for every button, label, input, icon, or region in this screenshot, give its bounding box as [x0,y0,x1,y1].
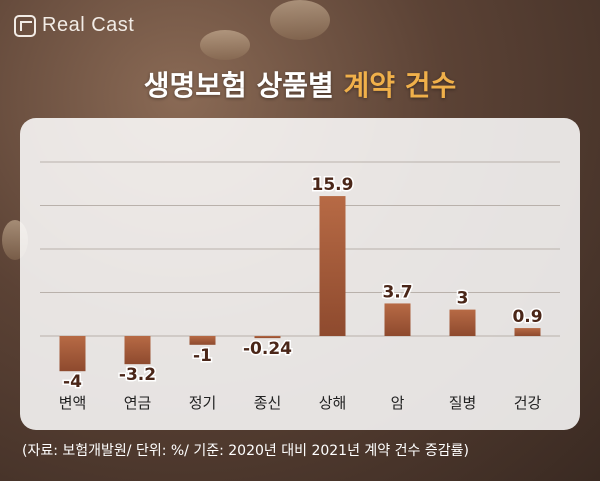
source-note: (자료: 보험개발원/ 단위: %/ 기준: 2020년 대비 2021년 계약… [22,443,469,459]
value-label: 15.9 [312,175,354,195]
chart-title: 생명보험 상품별 계약 건수 [0,64,600,104]
bar-chart: -4 변액 -3.2 연금 -1 정기 -0.24 종신 15.9 상해 3.7 암 3 질병 0.9 건강 [40,161,560,412]
bar-건강 [514,328,541,336]
bar-종신 [254,336,281,339]
category-label: 연금 [124,394,152,412]
value-label: 3.7 [382,282,412,302]
category-label: 건강 [514,394,542,412]
value-label: -3.2 [119,365,156,385]
category-label: 질병 [449,394,477,412]
bar-정기 [189,336,216,345]
title-main: 생명보험 상품별 [143,69,344,102]
value-label: 0.9 [512,307,542,327]
bar-연금 [124,336,151,365]
title-highlight: 계약 건수 [343,69,457,102]
bar-변액 [59,336,86,372]
value-label: -0.24 [243,339,292,359]
value-label: -4 [63,372,82,392]
category-label: 변액 [59,394,87,412]
bar-암 [384,303,411,336]
chart-panel: -4 변액 -3.2 연금 -1 정기 -0.24 종신 15.9 상해 3.7 암 3 질병 0.9 건강 [20,118,580,430]
category-label: 종신 [254,394,282,412]
value-label: 3 [457,289,469,309]
realcast-logo-icon [14,14,36,37]
bar-질병 [449,309,476,336]
category-label: 상해 [319,394,347,412]
value-label: -1 [193,346,212,366]
category-label: 정기 [189,394,217,412]
bar-상해 [319,196,346,336]
brand-name: Real Cast [42,14,135,36]
brand: Real Cast [14,14,134,37]
category-label: 암 [391,394,405,412]
